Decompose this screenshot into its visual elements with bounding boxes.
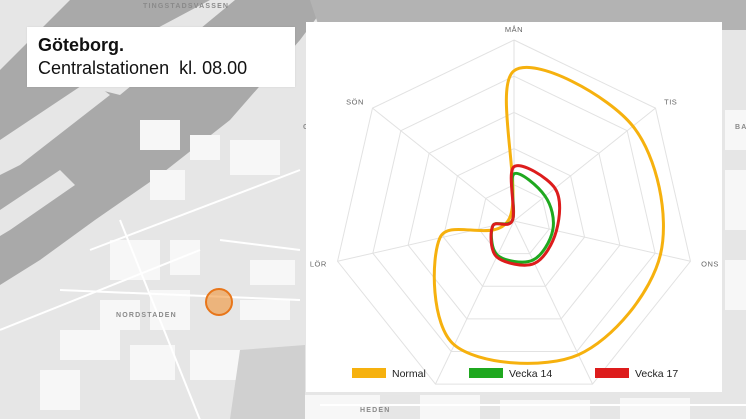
map-label-nordstaden: NORDSTADEN: [116, 312, 177, 319]
radar-axis-labels: MÅN TIS ONS TOR FRE LÖR SÖN: [310, 25, 719, 392]
radar-chart: MÅN TIS ONS TOR FRE LÖR SÖN Normal Vecka 14 Veck…: [310, 25, 719, 392]
axis-label: FRE: [414, 390, 431, 392]
city-title: Göteborg.: [38, 35, 124, 55]
map-label-tingstadsvassen: TINGSTADSVASSEN: [143, 3, 230, 10]
axis-label: TOR: [597, 390, 614, 392]
legend-swatch: [469, 368, 503, 378]
station-time-subtitle: Centralstationen kl. 08.00: [38, 58, 248, 78]
map-streets: [0, 169, 746, 419]
map-label-ba: BA: [735, 124, 746, 131]
harbor-pier: [0, 170, 75, 236]
radar-series: [432, 65, 665, 365]
grid-ring: [478, 184, 550, 255]
axis-label: TIS: [664, 97, 677, 106]
grid-ring: [372, 75, 656, 352]
legend-label: Normal: [392, 368, 426, 380]
axis-label: MÅN: [505, 25, 523, 34]
grid-spoke: [435, 220, 515, 385]
series-line-vecka-17: [489, 164, 562, 267]
legend-label: Vecka 14: [509, 368, 552, 380]
grid-spoke: [337, 220, 515, 262]
grid-spoke: [372, 107, 515, 222]
radar-chart-card: MÅN TIS ONS TOR FRE LÖR SÖN Normal Vecka 14 Veck…: [306, 22, 722, 392]
grid-ring: [336, 39, 692, 385]
map-label-heden: HEDEN: [360, 407, 391, 414]
chart-legend: Normal Vecka 14 Vecka 17: [352, 368, 678, 380]
grid-spoke: [513, 107, 656, 222]
radar-grid: [336, 39, 692, 385]
grid-ring: [442, 148, 586, 287]
harbor-pier: [0, 80, 110, 175]
axis-label: ONS: [701, 260, 719, 269]
grid-spoke: [513, 220, 593, 385]
axis-label: SÖN: [346, 97, 364, 106]
grid-ring: [407, 111, 621, 320]
legend-swatch: [352, 368, 386, 378]
legend-swatch: [595, 368, 629, 378]
series-line-normal: [432, 65, 665, 365]
title-card: Göteborg. Centralstationen kl. 08.00: [27, 27, 295, 87]
station-marker: [205, 288, 233, 316]
city-blocks: [40, 110, 746, 419]
legend-label: Vecka 17: [635, 368, 678, 380]
map-label-g: G: [303, 124, 310, 131]
park-area: [230, 345, 305, 419]
axis-label: LÖR: [310, 260, 327, 269]
